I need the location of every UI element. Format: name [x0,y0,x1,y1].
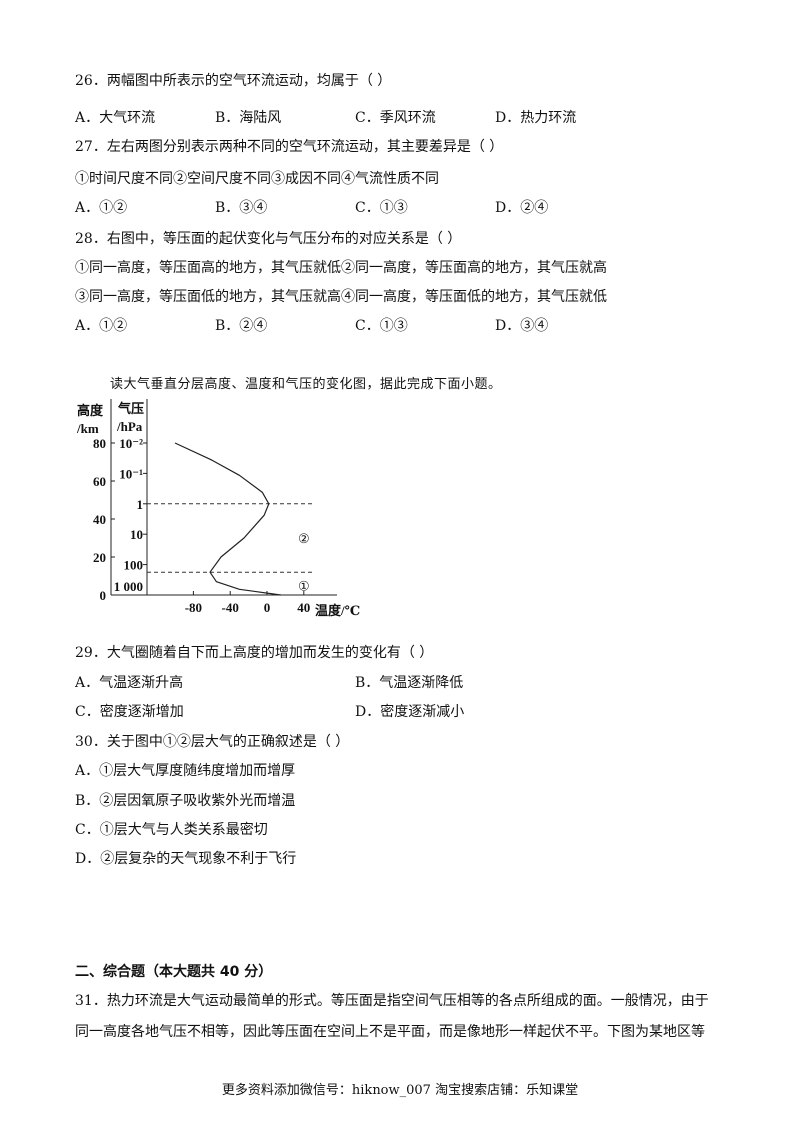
temperature-tick-label: 0 [264,600,271,615]
pressure-tick-label: 10⁻² [119,436,143,451]
temperature-curve [174,442,281,596]
altitude-axis-title: 高度/km [77,403,104,436]
q27-option-d: D．②④ [495,200,549,216]
atmosphere-chart: 气压/hPa 0 20 40 60 80 1 000 100 10 1 10⁻¹ 10⁻² -80 -40… [93,399,360,618]
temperature-tick-label: -40 [222,600,239,615]
q29-option-c: C．密度逐渐增加 [75,704,184,720]
q26-option-c: C．季风环流 [355,110,436,126]
pressure-tick-label: 100 [124,558,144,573]
footer-note: 更多资料添加微信号：hiknow_007 淘宝搜索店铺：乐知课堂 [221,1083,579,1098]
q27-option-c: C．①③ [355,200,408,216]
pressure-tick-label: 10 [130,527,143,542]
q26-option-b: B．海陆风 [215,110,282,126]
temperature-tick-label: -80 [185,600,202,615]
q30-option-b: B．②层因氧原子吸收紫外光而增温 [75,793,296,809]
q27-stem: 27．左右两图分别表示两种不同的空气环流运动，其主要差异是（ ） [75,139,504,155]
q29-option-a: A．气温逐渐升高 [75,675,184,691]
altitude-tick-label: 60 [93,474,106,489]
q29-option-d: D．密度逐渐减小 [355,704,465,720]
q28-option-d: D．③④ [495,318,549,334]
altitude-tick-label: 40 [93,512,106,527]
q30-option-d: D．②层复杂的天气现象不利于飞行 [75,851,297,867]
q28-items-2: ③同一高度，等压面低的地方，其气压就高④同一高度，等压面低的地方，其气压就低 [75,289,607,305]
altitude-tick-label: 20 [93,550,106,565]
q28-option-b: B．②④ [215,318,268,334]
pressure-axis-title: 气压 [118,401,144,416]
temperature-tick-label: 40 [297,600,310,615]
q28-option-a: A．①② [75,318,128,334]
q28-items-1: ①同一高度，等压面高的地方，其气压就低②同一高度，等压面高的地方，其气压就高 [75,260,607,276]
temperature-axis-title: 温度/℃ [315,603,360,618]
pressure-tick-label: 1 000 [114,579,143,594]
q31-line-2: 同一高度各地气压不相等，因此等压面在空间上不是平面，而是像地形一样起伏不平。下图… [75,1024,705,1040]
q27-items: ①时间尺度不同②空间尺度不同③成因不同④气流性质不同 [75,171,439,187]
altitude-tick-label: 0 [100,588,107,603]
q28-stem: 28．右图中，等压面的起伏变化与气压分布的对应关系是（ ） [75,231,462,247]
q30-option-a: A．①层大气厚度随纬度增加而增厚 [75,763,296,779]
q29-option-b: B．气温逐渐降低 [355,675,464,691]
pressure-tick-label: 1 [137,497,144,512]
altitude-tick-label: 80 [93,436,106,451]
q28-option-c: C．①③ [355,318,408,334]
layer-label: ② [298,531,310,546]
layer-label: ① [298,579,310,594]
chart-intro: 读大气垂直分层高度、温度和气压的变化图，据此完成下面小题。 [110,377,502,392]
pressure-axis-unit: /hPa [116,419,143,434]
q26-stem: 26．两幅图中所表示的空气环流运动，均属于（ ） [75,73,392,89]
q27-option-b: B．③④ [215,200,268,216]
pressure-tick-label: 10⁻¹ [119,466,143,481]
q27-option-a: A．①② [75,200,128,216]
q30-option-c: C．①层大气与人类关系最密切 [75,822,268,838]
q26-option-a: A．大气环流 [75,110,156,126]
q30-stem: 30．关于图中①②层大气的正确叙述是（ ） [75,734,350,750]
q26-option-d: D．热力环流 [495,110,577,126]
section-2-heading: 二、综合题（本大题共 40 分） [75,964,273,980]
q29-stem: 29．大气圈随着自下而上高度的增加而发生的变化有（ ） [75,645,434,661]
q31-line-1: 31．热力环流是大气运动最简单的形式。等压面是指空间气压相等的各点所组成的面。一… [75,993,709,1009]
